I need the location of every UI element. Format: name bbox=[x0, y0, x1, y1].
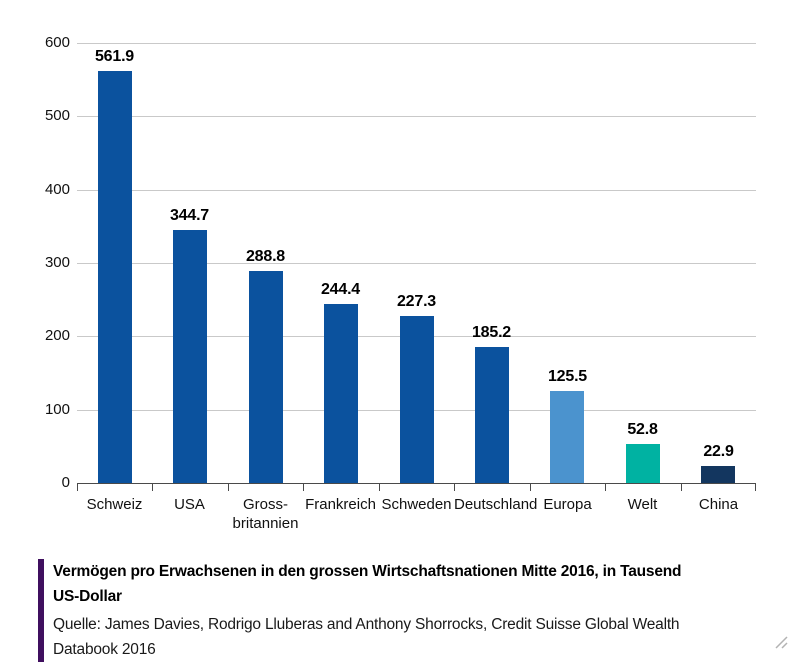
bar-value-label: 344.7 bbox=[169, 207, 210, 224]
x-axis-label: Europa bbox=[543, 496, 592, 513]
caption-title-line: US-Dollar bbox=[53, 588, 122, 605]
axis-tick bbox=[77, 483, 78, 491]
caption: Vermögen pro Erwachsenen in den grossen … bbox=[38, 559, 681, 662]
bar-frankreich bbox=[324, 304, 358, 483]
axis-tick bbox=[755, 483, 756, 491]
axis-tick bbox=[530, 483, 531, 491]
x-axis-label: USA bbox=[174, 496, 205, 513]
caption-source-line: Quelle: James Davies, Rodrigo Lluberas a… bbox=[53, 616, 680, 633]
bar-value-label: 52.8 bbox=[627, 421, 658, 438]
resize-handle-icon[interactable] bbox=[772, 633, 788, 649]
bar-usa bbox=[173, 230, 207, 483]
x-axis-label: China bbox=[698, 496, 739, 513]
bar-gross-britannien bbox=[249, 271, 283, 483]
caption-source: Quelle: James Davies, Rodrigo Lluberas a… bbox=[53, 612, 681, 662]
bar-schweden bbox=[400, 316, 434, 483]
axis-tick bbox=[681, 483, 682, 491]
axis-tick bbox=[454, 483, 455, 491]
y-axis-label: 200 bbox=[44, 327, 70, 344]
axis-tick bbox=[228, 483, 229, 491]
bar-value-label: 125.5 bbox=[547, 368, 588, 385]
caption-title-line: Vermögen pro Erwachsenen in den grossen … bbox=[53, 563, 682, 580]
wealth-bar-chart: 0 100 200 300 400 500 600 561.9 Schweiz 344.7 USA 2… bbox=[45, 34, 756, 532]
bar-value-label: 244.4 bbox=[320, 281, 361, 298]
bar-china bbox=[701, 466, 735, 483]
bar-schweiz bbox=[98, 71, 132, 483]
gridline bbox=[77, 190, 756, 191]
axis-tick bbox=[379, 483, 380, 491]
gridline bbox=[77, 263, 756, 264]
caption-source-line: Databook 2016 bbox=[53, 641, 156, 658]
bar-deutschland bbox=[475, 347, 509, 483]
y-axis-label: 0 bbox=[61, 474, 70, 491]
bar-value-label: 22.9 bbox=[703, 443, 734, 460]
gridline bbox=[77, 116, 756, 117]
axis-tick bbox=[152, 483, 153, 491]
y-axis-label: 500 bbox=[44, 107, 70, 124]
x-axis-label: Gross- britannien bbox=[232, 496, 299, 532]
bar-welt bbox=[626, 444, 660, 483]
x-axis-label: Welt bbox=[627, 496, 658, 513]
gridline bbox=[77, 43, 756, 44]
plot-area: 0 100 200 300 400 500 600 561.9 Schweiz 344.7 USA 2… bbox=[45, 34, 756, 532]
x-axis-label: Schweden bbox=[381, 496, 452, 513]
y-axis-label: 600 bbox=[44, 34, 70, 51]
y-axis-label: 300 bbox=[44, 254, 70, 271]
x-axis-label: Schweiz bbox=[86, 496, 143, 513]
caption-title: Vermögen pro Erwachsenen in den grossen … bbox=[53, 559, 681, 609]
bar-value-label: 288.8 bbox=[245, 248, 286, 265]
y-axis-label: 400 bbox=[44, 181, 70, 198]
bar-value-label: 227.3 bbox=[396, 293, 437, 310]
x-axis-line bbox=[77, 483, 756, 484]
y-axis-label: 100 bbox=[44, 401, 70, 418]
bar-value-label: 185.2 bbox=[471, 324, 512, 341]
axis-tick bbox=[303, 483, 304, 491]
bar-europa bbox=[550, 391, 584, 483]
x-axis-label: Frankreich bbox=[305, 496, 376, 513]
bar-value-label: 561.9 bbox=[94, 48, 135, 65]
axis-tick bbox=[605, 483, 606, 491]
x-axis-label: Deutschland bbox=[454, 496, 538, 513]
